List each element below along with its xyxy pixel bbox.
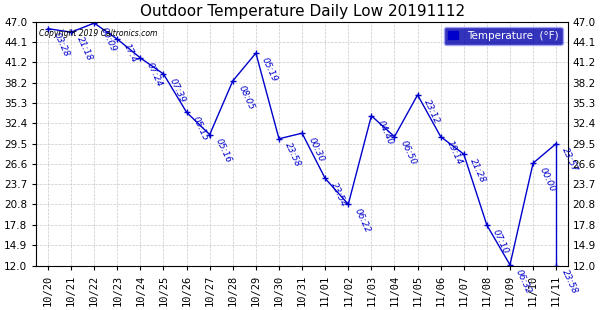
Text: Copyright 2019 Caltronics.com: Copyright 2019 Caltronics.com	[39, 29, 157, 38]
Text: 08:05: 08:05	[237, 84, 256, 111]
Text: 05:19: 05:19	[260, 56, 279, 83]
Text: 03:28: 03:28	[52, 32, 71, 59]
Text: 19:14: 19:14	[445, 140, 464, 167]
Text: 06:22: 06:22	[352, 207, 371, 234]
Text: 05:15: 05:15	[191, 115, 210, 142]
Text: 21:18: 21:18	[75, 35, 94, 62]
Text: 17:4: 17:4	[121, 42, 138, 64]
Text: 21:28: 21:28	[468, 157, 487, 184]
Text: 23:57: 23:57	[560, 146, 580, 174]
Text: 06:50: 06:50	[398, 140, 418, 167]
Title: Outdoor Temperature Daily Low 20191112: Outdoor Temperature Daily Low 20191112	[140, 4, 464, 19]
Text: 06:32: 06:32	[514, 268, 533, 295]
Text: 07:24: 07:24	[145, 61, 164, 88]
Text: 00:30: 00:30	[306, 136, 325, 163]
Text: 00:00: 00:00	[537, 166, 556, 193]
Text: 23:58: 23:58	[283, 142, 302, 169]
Text: 07:10: 07:10	[491, 228, 510, 255]
Text: 05:16: 05:16	[214, 137, 233, 165]
Text: 23:58: 23:58	[560, 268, 580, 296]
Text: 04:40: 04:40	[376, 118, 395, 146]
Text: 00:09: 00:09	[98, 26, 118, 53]
Text: 23:12: 23:12	[422, 98, 441, 125]
Text: 07:39: 07:39	[167, 77, 187, 104]
Legend: Temperature  (°F): Temperature (°F)	[444, 27, 563, 45]
Text: 23:54: 23:54	[329, 181, 349, 209]
